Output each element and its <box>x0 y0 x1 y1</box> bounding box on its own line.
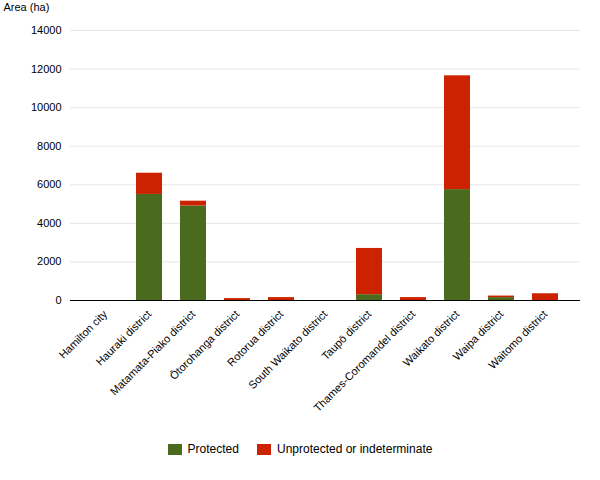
html-text:Protected: Protected <box>187 442 239 456</box>
svg-text:Waitomo district: Waitomo district <box>486 308 550 372</box>
svg-text:12000: 12000 <box>31 63 62 75</box>
svg-text:Ōtorohanga district: Ōtorohanga district <box>167 308 241 382</box>
svg-text:6000: 6000 <box>37 178 61 190</box>
svg-text:Rotorua district: Rotorua district <box>224 307 286 369</box>
svg-text:Matamata-Piako district: Matamata-Piako district <box>108 308 198 398</box>
svg-text:4000: 4000 <box>37 217 61 229</box>
svg-text:Waikato district: Waikato district <box>400 308 461 369</box>
html-text:Unprotected or indeterminate: Unprotected or indeterminate <box>277 442 433 456</box>
svg-text:South Waikato district: South Waikato district <box>246 308 329 391</box>
svg-text:14000: 14000 <box>31 24 62 36</box>
svg-text:10000: 10000 <box>31 101 62 113</box>
svg-text:0: 0 <box>55 294 61 306</box>
svg-text:Waipa district: Waipa district <box>450 307 506 363</box>
svg-text:Thames-Coromandel district: Thames-Coromandel district <box>311 307 418 414</box>
svg-text:8000: 8000 <box>37 140 61 152</box>
svg-text:Area (ha): Area (ha) <box>4 1 50 13</box>
svg-text:2000: 2000 <box>37 255 61 267</box>
svg-text:Hamilton city: Hamilton city <box>56 307 110 361</box>
svg-text:Hauraki district: Hauraki district <box>93 307 154 368</box>
svg-text:Taupō district: Taupō district <box>319 307 374 363</box>
